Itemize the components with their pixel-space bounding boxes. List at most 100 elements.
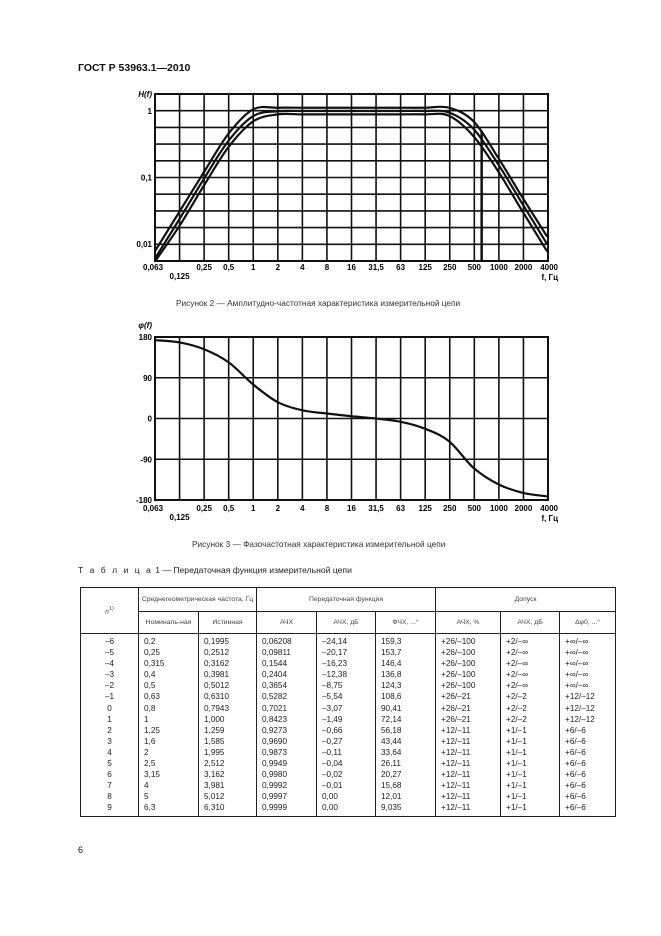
table-cell: +2/–∞ <box>500 658 561 670</box>
table-cell: 2 <box>80 724 139 736</box>
header-n-footnote: 1) <box>108 605 114 612</box>
x-tick-label: 8 <box>325 263 330 272</box>
table-cell: +26/–21 <box>435 713 502 725</box>
header-transfer-group: Передаточная функция <box>255 587 437 612</box>
table-cell: –0,66 <box>316 724 376 736</box>
table-cell: +∞/–∞ <box>559 669 617 681</box>
y-tick-label: -90 <box>140 455 152 464</box>
x-tick-label: 0,063 <box>143 504 164 513</box>
table-cell: +6/–6 <box>559 758 617 770</box>
table-cell: –0,04 <box>316 758 376 770</box>
table-cell: +6/–6 <box>559 735 617 747</box>
table-cell: 9 <box>80 802 139 817</box>
table-cell: 0,63 <box>138 691 199 703</box>
table-cell: 0,5282 <box>256 691 317 703</box>
table-cell: +12/–12 <box>559 702 617 714</box>
x-tick-label: 125 <box>419 263 433 272</box>
x-tick-label: 8 <box>325 504 330 513</box>
table-cell: +6/–6 <box>559 780 617 792</box>
table-row: 1 1 1,000 0,8423 –1,49 72,14 +26/–21 +2/–2 +12/–… <box>80 713 617 725</box>
table-cell: 6,3 <box>138 802 199 817</box>
table-cell: –0,11 <box>316 746 376 759</box>
table-cell: +1/–1 <box>500 769 561 781</box>
header-pfc: ФЧХ, ...° <box>374 611 437 634</box>
plot-frame <box>154 93 549 262</box>
table-cell: –2 <box>80 680 139 692</box>
table-cell: –8,75 <box>316 680 376 692</box>
table-cell: +26/–100 <box>435 669 502 681</box>
x-tick-label: 0,25 <box>196 504 212 513</box>
x-tick-label: 1000 <box>490 263 508 272</box>
table-cell: 15,68 <box>374 780 437 792</box>
table-cell: +1/–1 <box>500 724 561 736</box>
table-cell: 12,01 <box>374 791 437 803</box>
table-cell: +26/–100 <box>435 647 502 659</box>
table-cell: 108,6 <box>374 691 437 703</box>
x-tick-label: 0,125 <box>170 272 191 281</box>
table-cell: 1,25 <box>138 724 199 736</box>
table-cell: 72,14 <box>374 713 437 725</box>
table-row: –6 0,2 0,1995 0,06208 –24,14 159,3 +26/–100 +2/… <box>80 633 617 648</box>
table-cell: 0,00 <box>316 802 376 817</box>
y-tick-label: 0,01 <box>136 240 152 249</box>
table-cell: 0,5 <box>138 680 199 692</box>
table-row: –5 0,25 0,2512 0,09811 –20,17 153,7 +26/–100 +2… <box>80 647 617 659</box>
table-cell: +2/–∞ <box>500 680 561 692</box>
table-cell: –0,27 <box>316 735 376 747</box>
table-cell: 33,64 <box>374 746 437 759</box>
x-tick-label: 4 <box>300 504 305 513</box>
table-cell: +6/–6 <box>559 724 617 736</box>
table-cell: –0,02 <box>316 769 376 781</box>
table-cell: 0,9273 <box>256 724 317 736</box>
table-cell: 0,09811 <box>256 647 317 659</box>
table-cell: +12/–11 <box>435 791 502 803</box>
table-cell: +2/–2 <box>500 713 561 725</box>
table-cell: –12,38 <box>316 669 376 681</box>
table-cell: 0,06208 <box>256 633 317 648</box>
header-n-text: n <box>105 608 109 616</box>
table-row: 0 0,8 0,7943 0,7021 –3,07 90,41 +26/–21 +2/–2 +1… <box>80 702 617 714</box>
table-cell: 3 <box>80 735 139 747</box>
table-cell: +12/–11 <box>435 802 502 817</box>
table-cell: +26/–21 <box>435 702 502 714</box>
table-cell: +1/–1 <box>500 791 561 803</box>
table-cell: 0 <box>80 702 139 714</box>
table-cell: 0,8423 <box>256 713 317 725</box>
table-cell: –1,49 <box>316 713 376 725</box>
table-cell: 0,3162 <box>198 658 257 670</box>
x-tick-label: 63 <box>396 504 405 513</box>
table-cell: –24,14 <box>316 633 376 648</box>
table-cell: –5 <box>80 647 139 659</box>
x-tick-label: 31,5 <box>368 504 384 513</box>
y-tick-label: 0,1 <box>141 174 153 183</box>
table-cell: 0,2 <box>138 633 199 648</box>
table-cell: 3,981 <box>198 780 257 792</box>
table-cell: –1 <box>80 691 139 703</box>
table-cell: 1,259 <box>198 724 257 736</box>
x-tick-label: 250 <box>443 504 457 513</box>
table-cell: 1 <box>138 713 199 725</box>
x-tick-label: 0,5 <box>223 263 235 272</box>
table-cell: 0,3981 <box>198 669 257 681</box>
table-cell: +1/–1 <box>500 758 561 770</box>
table-cell: 0,7943 <box>198 702 257 714</box>
table-cell: –5,54 <box>316 691 376 703</box>
table-cell: 0,2404 <box>256 669 317 681</box>
table-cell: +1/–1 <box>500 802 561 817</box>
table-cell: 0,6310 <box>198 691 257 703</box>
table-cell: 0,4 <box>138 669 199 681</box>
x-tick-label: 500 <box>468 504 482 513</box>
figure-2-caption: Рисунок 2 — Амплитудно-частотная характе… <box>176 298 461 308</box>
x-tick-label: 2 <box>276 504 281 513</box>
table-cell: 4 <box>80 746 139 759</box>
table-row: 5 2,5 2,512 0,9949 –0,04 26,11 +12/–11 +1/–1 +6/… <box>80 758 617 770</box>
x-tick-label: 4000 <box>540 504 558 513</box>
x-tick-label: 2000 <box>515 263 533 272</box>
table-cell: +12/–11 <box>435 780 502 792</box>
y-tick-label: 90 <box>143 374 152 383</box>
y-tick-label: 0 <box>148 415 153 424</box>
x-tick-label: 16 <box>347 263 356 272</box>
table-cell: –4 <box>80 658 139 670</box>
